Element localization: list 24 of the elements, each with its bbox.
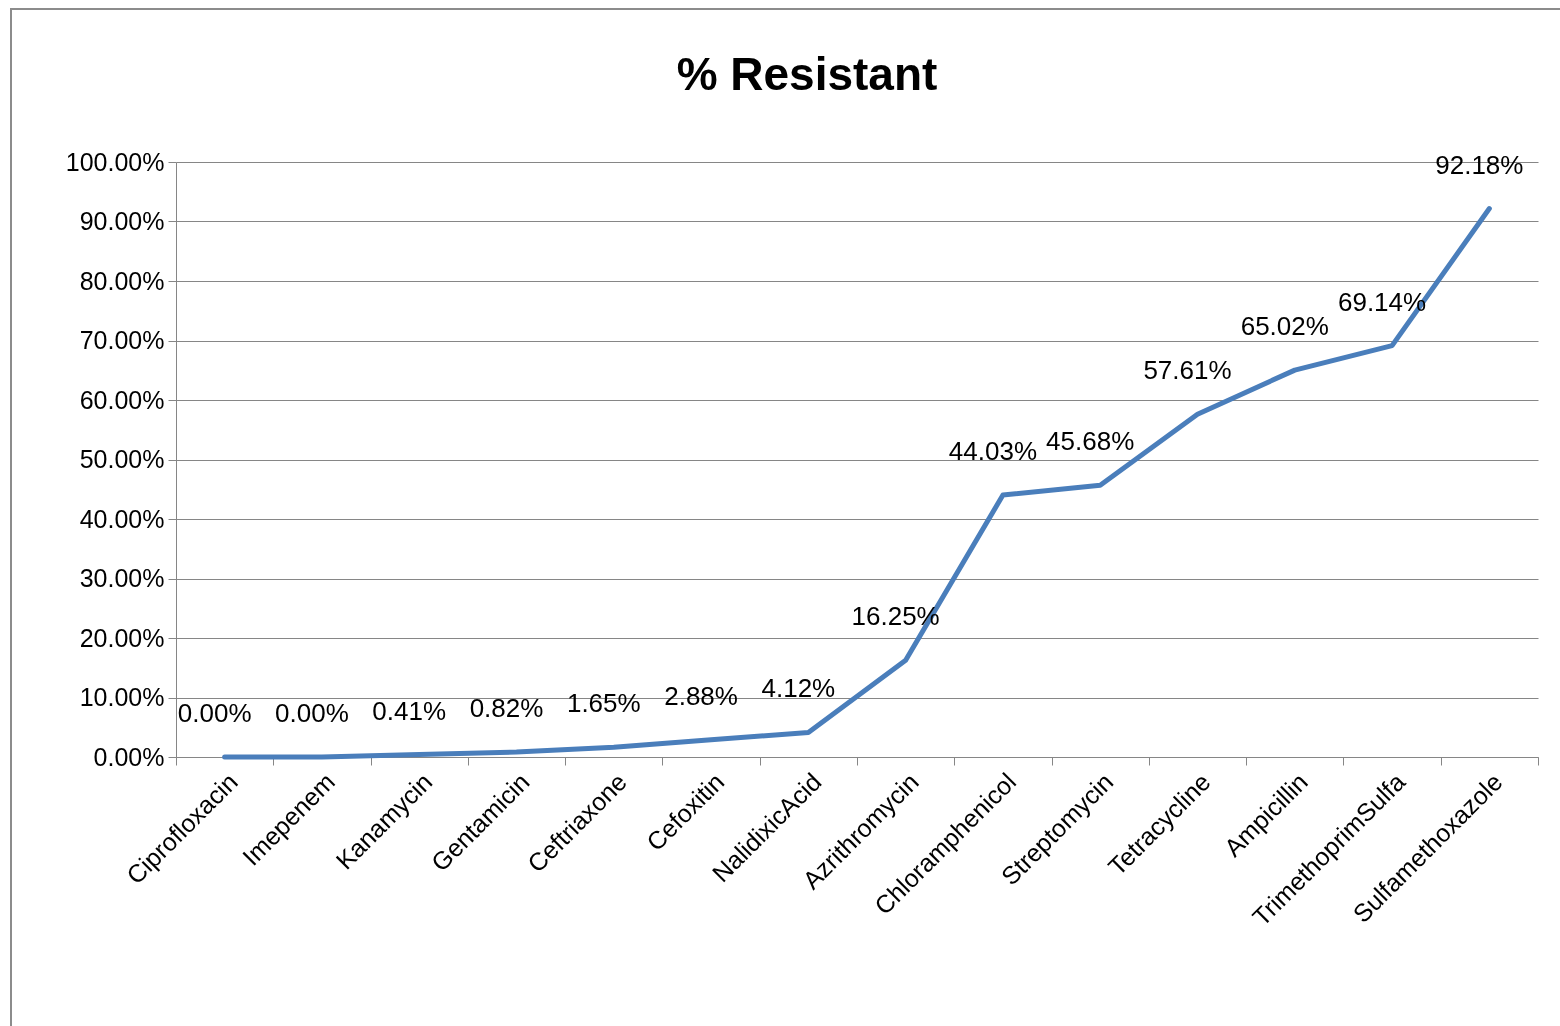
y-tick-label: 80.00%: [79, 266, 165, 295]
data-label: 92.18%: [1435, 149, 1524, 180]
y-tick-label: 100.00%: [65, 147, 165, 176]
y-tick-label: 60.00%: [79, 385, 165, 414]
y-tick-label: 20.00%: [79, 623, 165, 652]
data-label: 0.00%: [275, 698, 349, 728]
y-tick-label: 70.00%: [79, 326, 165, 354]
data-label: 45.68%: [1046, 426, 1135, 457]
data-label: 1.65%: [566, 688, 641, 719]
data-label: 44.03%: [948, 436, 1038, 467]
chart-title: % Resistant: [676, 48, 938, 100]
y-tick-label: 90.00%: [79, 207, 165, 235]
y-tick-label: 50.00%: [79, 445, 165, 473]
y-tick-label: 40.00%: [79, 504, 165, 533]
data-label: 65.02%: [1240, 311, 1329, 342]
data-label: 4.12%: [761, 673, 836, 704]
data-label: 57.61%: [1143, 355, 1232, 386]
y-tick-label: 10.00%: [79, 683, 165, 711]
data-label: 0.82%: [469, 693, 544, 724]
y-tick-label: 30.00%: [79, 564, 165, 592]
data-label: 0.00%: [177, 698, 252, 728]
data-label: 2.88%: [664, 680, 738, 711]
data-label: 0.41%: [372, 695, 447, 726]
y-tick-label: 0.00%: [93, 742, 165, 771]
